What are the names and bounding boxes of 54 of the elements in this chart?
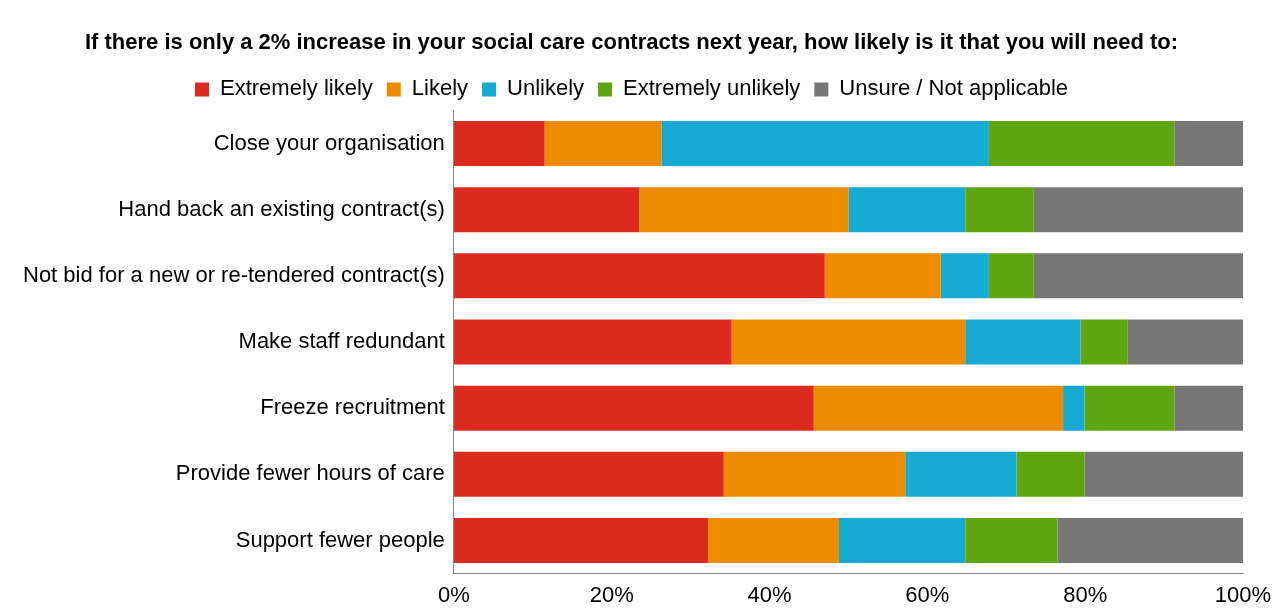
y-tick-label: Provide fewer hours of care [175,460,445,486]
bar [1084,451,1243,497]
bar [453,120,545,166]
bar [707,518,839,564]
y-tick-label: Close your organisation [213,129,445,155]
bar [965,187,1034,233]
bar [848,187,966,233]
bar [1063,385,1085,431]
bar [453,518,708,564]
x-tick-label: 20% [589,581,634,607]
x-tick-label: 80% [1063,581,1108,607]
bar [940,253,989,299]
bar [544,120,662,166]
y-tick-label: Not bid for a new or re-tendered contract(s) [23,261,445,287]
bar [1016,451,1085,497]
y-tick-label: Freeze recruitment [260,394,445,420]
bar [453,319,732,365]
bar [1033,187,1243,233]
bar [965,518,1058,564]
x-tick-label: 60% [905,581,950,607]
bar [723,451,906,497]
bar [1174,385,1243,431]
bar [905,451,1017,497]
bar [1080,319,1128,365]
bar [1084,385,1175,431]
x-tick-label: 40% [747,581,792,607]
bar [639,187,849,233]
y-tick-label: Hand back an existing contract(s) [118,195,445,221]
y-tick-label: Make staff redundant [238,328,445,354]
bar [731,319,966,365]
y-tick-label: Support fewer people [235,526,445,552]
x-tick-label: 0% [437,581,470,607]
bar [965,319,1081,365]
bar [453,385,814,431]
bar [988,120,1175,166]
legend-label: Likely [411,75,469,101]
bar [838,518,966,564]
bar [453,253,825,299]
chart-title: If there is only a 2% increase in your social care contracts next year, how likely is it that you will need to: [84,29,1179,55]
bar [813,385,1064,431]
legend-label: Unlikely [507,75,585,101]
bar [824,253,941,299]
bar [988,253,1034,299]
legend-label: Unsure / Not applicable [839,75,1069,101]
legend-label: Extremely likely [219,75,373,101]
bar [661,120,989,166]
bar [1033,253,1243,299]
bar [1174,120,1243,166]
bar [453,451,724,497]
legend-label: Extremely unlikely [623,75,801,101]
x-tick-label: 100% [1214,581,1272,607]
bar [1127,319,1243,365]
bar [453,187,640,233]
bar [1057,518,1243,564]
